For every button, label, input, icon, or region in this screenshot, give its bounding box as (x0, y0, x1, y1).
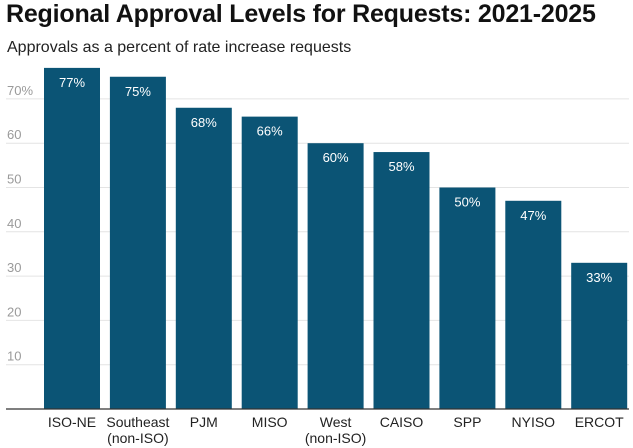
bar (175, 107, 232, 409)
bar-value-label: 77% (59, 75, 85, 90)
y-tick-label: 60 (7, 127, 21, 142)
bar (44, 67, 100, 409)
bar (439, 187, 496, 409)
bar-value-label: 60% (323, 150, 349, 165)
bar (505, 200, 562, 409)
bar-value-label: 68% (191, 115, 217, 130)
bar (241, 116, 298, 410)
y-tick-label: 30 (7, 260, 21, 275)
x-category-label: NYISO (512, 414, 556, 430)
bar-value-label: 33% (586, 270, 612, 285)
chart-title: Regional Approval Levels for Requests: 2… (6, 0, 596, 28)
bar (109, 76, 166, 409)
x-category-label: PJM (190, 414, 218, 430)
chart-subtitle: Approvals as a percent of rate increase … (7, 39, 352, 56)
x-category-label: CAISO (380, 414, 424, 430)
bar (307, 143, 364, 409)
y-tick-label: 20 (7, 304, 21, 319)
x-category-label: ISO-NE (48, 414, 96, 430)
y-tick-label: 50 (7, 172, 21, 187)
bar (373, 152, 430, 409)
y-tick-label: 70% (7, 83, 33, 98)
bar (571, 262, 628, 409)
x-category-label: ERCOT (575, 414, 624, 430)
bar-value-label: 75% (125, 84, 151, 99)
bar-value-label: 50% (454, 195, 480, 210)
x-category-label: MISO (252, 414, 288, 430)
x-category-label: Southeast (non-ISO) (106, 414, 169, 446)
bar-value-label: 47% (520, 208, 546, 223)
x-category-label: SPP (453, 414, 481, 430)
bar-value-label: 66% (257, 124, 283, 139)
bar-value-label: 58% (388, 159, 414, 174)
y-tick-label: 40 (7, 216, 21, 231)
x-category-label: West (non-ISO) (305, 414, 366, 446)
y-tick-label: 10 (7, 349, 21, 364)
